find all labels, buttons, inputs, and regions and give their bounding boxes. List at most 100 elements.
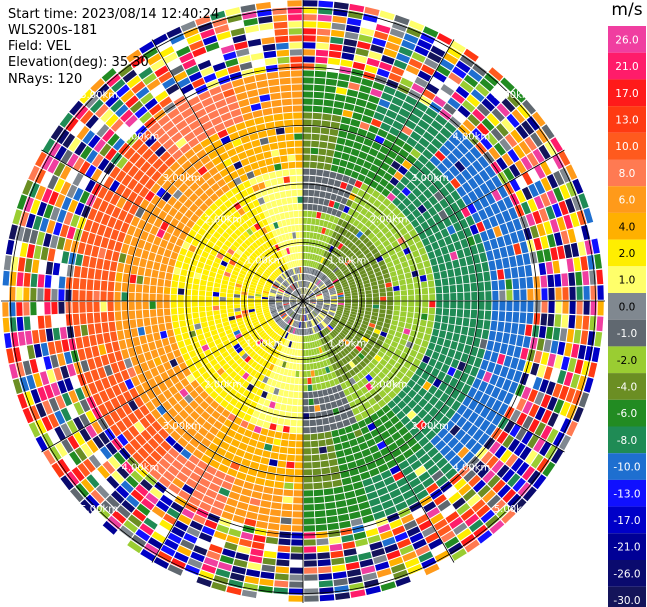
velocity-gate [269,305,276,309]
velocity-gate [273,253,279,260]
velocity-gate [329,254,336,262]
velocity-gate [322,106,333,114]
velocity-gate [307,274,310,281]
velocity-gate [91,245,100,258]
velocity-gate [339,520,351,529]
velocity-gate [135,384,145,396]
velocity-gate [362,237,370,245]
velocity-gate [147,537,163,550]
velocity-gate [285,362,290,369]
velocity-gate [376,255,384,263]
velocity-gate [194,272,202,280]
velocity-gate [324,336,330,343]
velocity-gate [426,125,439,137]
velocity-gate [357,173,366,182]
velocity-gate [307,267,310,274]
velocity-gate [235,122,246,131]
velocity-gate [345,273,352,279]
velocity-gate [323,278,330,284]
velocity-gate [273,438,281,446]
velocity-gate [318,397,325,404]
velocity-gate [375,324,383,331]
velocity-gate [19,376,30,392]
velocity-gate [530,132,543,148]
velocity-gate [308,292,314,297]
velocity-gate [296,260,300,267]
velocity-gate [241,266,249,273]
velocity-gate [248,306,255,310]
velocity-gate [220,309,227,314]
velocity-gate [294,328,298,335]
velocity-gate [357,371,365,380]
velocity-gate [16,194,28,210]
velocity-gate [197,334,205,341]
velocity-gate [311,327,316,334]
velocity-gate [170,64,185,77]
velocity-gate [177,301,184,308]
velocity-gate [438,330,447,339]
velocity-gate [86,312,94,324]
velocity-gate [502,332,510,344]
velocity-gate [272,365,278,373]
velocity-gate [346,161,355,170]
velocity-gate [358,306,365,311]
velocity-gate [441,315,449,324]
velocity-gate [65,117,79,132]
velocity-gate [469,146,482,159]
velocity-gate [341,220,348,228]
velocity-gate [70,350,80,363]
velocity-gate [326,71,339,79]
velocity-gate [160,544,176,557]
velocity-gate [219,301,226,306]
velocity-gate [516,412,528,426]
velocity-gate [313,197,319,204]
velocity-gate [591,347,601,363]
velocity-gate [24,391,35,407]
velocity-gate [349,313,357,318]
velocity-gate [192,223,201,233]
velocity-gate [271,287,278,291]
velocity-gate [224,384,233,393]
velocity-gate [340,470,350,479]
velocity-gate [347,343,355,350]
velocity-gate [225,95,238,105]
velocity-gate [321,320,328,327]
velocity-gate [53,222,63,236]
velocity-gate [321,120,331,128]
velocity-gate [271,273,277,279]
velocity-gate [339,320,346,325]
velocity-gate [329,340,336,348]
velocity-gate [251,318,259,324]
velocity-gate [207,416,217,426]
velocity-gate [189,400,199,410]
velocity-gate [92,435,105,449]
velocity-gate [227,468,238,477]
velocity-gate [416,331,424,340]
velocity-gate [277,277,284,283]
velocity-gate [467,177,479,190]
velocity-gate [352,407,360,416]
velocity-gate [80,324,89,336]
velocity-gate [207,281,214,287]
velocity-gate [111,341,120,352]
velocity-gate [207,276,215,282]
velocity-gate [583,301,590,315]
velocity-gate [404,557,420,569]
velocity-gate [418,471,431,483]
velocity-gate [577,375,587,391]
velocity-gate [279,367,285,375]
velocity-gate [318,439,326,447]
velocity-gate [137,239,146,249]
velocity-gate [232,34,247,44]
velocity-gate [235,346,243,354]
velocity-gate [333,578,348,587]
velocity-gate [47,175,59,190]
velocity-gate [218,235,227,244]
velocity-gate [65,277,73,289]
velocity-gate [203,73,217,83]
velocity-gate [440,530,456,543]
velocity-gate [491,108,505,122]
velocity-gate [373,209,382,218]
velocity-gate [567,228,577,243]
velocity-gate [344,271,351,277]
